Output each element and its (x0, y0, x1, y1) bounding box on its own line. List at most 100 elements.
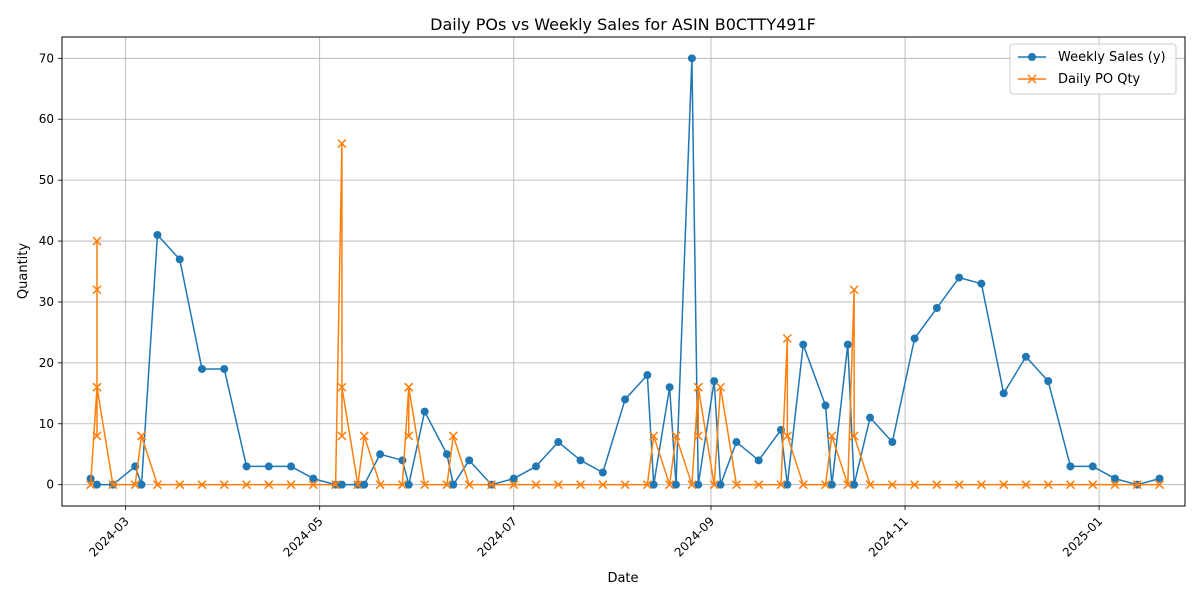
weekly-sales-point (687, 54, 696, 63)
legend-daily-po-marker (1027, 74, 1037, 84)
legend-weekly-sales-marker (1028, 53, 1036, 61)
daily-po-point (782, 431, 792, 441)
daily-po-point (108, 480, 118, 490)
weekly-sales-point (955, 273, 964, 282)
weekly-sales-point (671, 480, 680, 489)
daily-po-point (827, 431, 837, 441)
daily-po-point (137, 431, 147, 441)
weekly-sales-point (420, 407, 429, 416)
weekly-sales-point (360, 480, 369, 489)
daily-po-point (92, 431, 102, 441)
daily-po-point (820, 480, 831, 490)
daily-po-point (375, 480, 385, 490)
y-tick-label: 70 (39, 51, 54, 65)
daily-po-point (709, 480, 719, 490)
weekly-sales-point (509, 474, 518, 483)
plot-frame (61, 36, 1186, 507)
daily-po-point (175, 480, 185, 490)
daily-po-point (442, 480, 452, 490)
daily-po-point (1021, 480, 1031, 490)
weekly-sales-point (287, 462, 296, 471)
daily-po-point (1065, 480, 1076, 490)
weekly-sales-point (754, 456, 763, 465)
weekly-sales-point (1066, 462, 1075, 471)
daily-po-point (197, 480, 207, 490)
daily-po-point (397, 480, 407, 490)
daily-po-point (420, 480, 430, 490)
daily-po-point (553, 480, 563, 490)
weekly-sales-point (1088, 462, 1097, 471)
weekly-sales-point (850, 480, 859, 489)
daily-po-point (86, 480, 96, 490)
daily-po-point (308, 480, 318, 490)
daily-po-point (152, 480, 162, 490)
daily-po-point (849, 285, 859, 295)
daily-po-point (359, 431, 369, 441)
weekly-sales-point (1044, 377, 1053, 386)
daily-po-point (754, 480, 764, 490)
daily-po-point (731, 480, 741, 490)
weekly-sales-point (264, 462, 273, 471)
legend: Weekly Sales (y) Daily PO Qty (1009, 43, 1177, 95)
daily-po-point (671, 431, 681, 441)
weekly-sales-point (376, 450, 385, 459)
daily-po-point (693, 431, 703, 441)
daily-po-point (1132, 480, 1142, 490)
weekly-sales-point (153, 230, 162, 239)
daily-po-point (219, 480, 229, 490)
series-layer (86, 54, 1165, 490)
weekly-sales-point (716, 480, 725, 489)
weekly-sales-point (999, 389, 1008, 398)
y-tick-label: 60 (39, 112, 54, 126)
weekly-sales-point (1155, 474, 1164, 483)
y-axis-label: Quantity (16, 243, 31, 299)
y-tick-label: 40 (39, 234, 54, 248)
daily-po-point (92, 382, 102, 392)
daily-po-point (999, 480, 1009, 490)
daily-po-point (264, 480, 274, 490)
daily-po-point (1155, 480, 1165, 490)
daily-po-point (448, 431, 458, 441)
daily-po-point (353, 480, 363, 490)
weekly-sales-point (827, 480, 836, 489)
weekly-sales-point (220, 364, 229, 373)
weekly-sales-point (977, 279, 986, 288)
weekly-sales-point (665, 383, 674, 392)
weekly-sales-point (398, 456, 407, 465)
weekly-sales-point (197, 364, 206, 373)
daily-po-point (337, 139, 347, 149)
daily-po-point (620, 480, 630, 490)
daily-po-point (1110, 480, 1120, 490)
weekly-sales-point (910, 334, 919, 343)
weekly-sales-point (337, 480, 346, 489)
daily-po-point (865, 480, 875, 490)
weekly-sales-point (175, 255, 184, 264)
weekly-sales-point (783, 480, 792, 489)
y-tick-label: 10 (39, 417, 54, 431)
daily-po-point (337, 431, 347, 441)
legend-box (1009, 43, 1177, 95)
daily-po-point (932, 480, 942, 490)
daily-po-point (130, 480, 140, 490)
daily-po-point (782, 333, 792, 344)
daily-po-point (404, 382, 414, 392)
daily-po-point (509, 480, 519, 490)
weekly-sales-point (598, 468, 607, 477)
daily-po-point (486, 480, 497, 490)
daily-po-point (687, 480, 697, 490)
y-tick-label: 30 (39, 295, 54, 309)
daily-po-point (404, 431, 414, 441)
daily-po-point (954, 480, 964, 490)
weekly-sales-point (694, 480, 703, 489)
daily-po-point (642, 480, 652, 490)
weekly-sales-point (643, 371, 652, 380)
weekly-sales-point (465, 456, 474, 465)
daily-po-point (331, 480, 341, 490)
weekly-sales-point (649, 480, 658, 489)
weekly-sales-point (92, 480, 101, 489)
weekly-sales-point (799, 340, 808, 349)
daily-po-point (464, 480, 474, 490)
legend-daily-po-label: Daily PO Qty (1058, 72, 1141, 87)
weekly-sales-point (242, 462, 251, 471)
